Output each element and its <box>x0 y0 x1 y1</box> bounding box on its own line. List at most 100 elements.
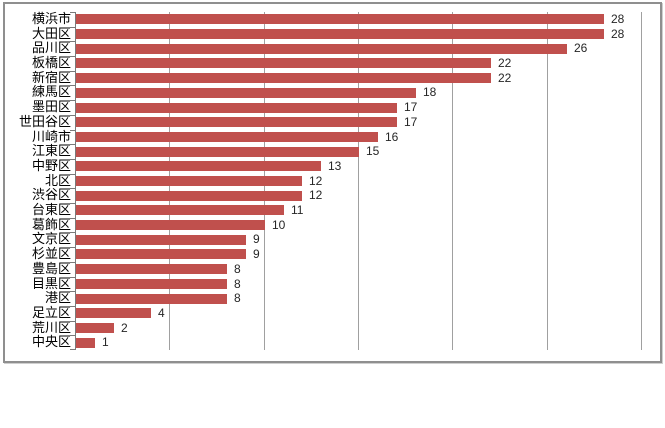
category-axis-tick <box>70 335 75 336</box>
category-label: 葛飾区 <box>31 216 71 232</box>
category-label: 世田谷区 <box>18 113 71 129</box>
category-axis-tick <box>70 218 75 219</box>
category-label: 中央区 <box>31 334 71 350</box>
major-gridline <box>358 12 359 350</box>
category-axis-tick <box>70 56 75 57</box>
bar-value-label: 2 <box>121 320 128 335</box>
category-axis-tick <box>70 291 75 292</box>
bar-value-label: 1 <box>102 335 109 350</box>
plot-area: 28 28 26 22 22 18 17 17 16 15 13 12 12 11 10 9 9 8 8 8 4 2 1 <box>70 12 642 350</box>
category-label: 文京区 <box>31 231 71 247</box>
category-axis-tick <box>70 306 75 307</box>
bar <box>76 337 95 348</box>
category-axis-tick <box>70 130 75 131</box>
bar <box>76 205 284 216</box>
bar-value-label: 26 <box>574 41 588 56</box>
category-label: 荒川区 <box>31 319 71 335</box>
bar-value-label: 11 <box>291 203 304 218</box>
category-label: 品川区 <box>31 40 71 56</box>
bar <box>76 308 151 319</box>
bar <box>76 176 302 186</box>
bar-value-label: 28 <box>611 26 625 41</box>
bar <box>76 14 604 25</box>
category-axis-tick <box>70 262 75 263</box>
bar <box>76 161 321 172</box>
bar-value-label: 12 <box>309 188 323 203</box>
bar-value-label: 15 <box>366 144 380 159</box>
category-label: 横浜市 <box>31 11 71 26</box>
bar-value-label: 22 <box>498 56 512 71</box>
category-label: 港区 <box>44 290 71 306</box>
bar <box>76 43 567 54</box>
bar <box>76 131 378 142</box>
bar-value-label: 9 <box>253 247 260 262</box>
bar-value-label: 4 <box>158 305 165 320</box>
bar-value-label: 8 <box>234 291 241 306</box>
bar-value-label: 17 <box>404 114 418 129</box>
category-label: 大田区 <box>31 25 71 41</box>
bar <box>76 58 491 69</box>
bar-value-label: 28 <box>611 12 625 26</box>
category-label: 江東区 <box>31 143 71 159</box>
category-label: 新宿区 <box>31 69 71 85</box>
category-axis-tick <box>70 85 75 86</box>
bar <box>76 146 359 157</box>
bar <box>76 73 491 84</box>
bar <box>76 249 246 260</box>
category-label: 渋谷区 <box>31 187 71 203</box>
category-axis-tick <box>70 277 75 278</box>
category-axis-tick <box>70 174 75 175</box>
bar <box>76 220 265 231</box>
category-axis-tick <box>70 12 75 13</box>
category-label: 川崎市 <box>31 128 71 144</box>
category-axis-tick <box>70 349 75 350</box>
major-gridline <box>641 12 642 350</box>
category-axis-tick <box>70 188 75 189</box>
category-axis-tick <box>70 100 75 101</box>
bar <box>76 190 302 201</box>
bar-value-label: 22 <box>498 70 512 85</box>
category-label: 墨田区 <box>31 99 71 115</box>
major-gridline <box>547 12 548 350</box>
bar <box>76 102 397 113</box>
category-label: 台東区 <box>31 202 71 218</box>
category-axis-tick <box>70 27 75 28</box>
bar <box>76 264 227 275</box>
bar <box>76 117 397 128</box>
major-gridline <box>452 12 453 350</box>
bar-value-label: 8 <box>234 261 241 276</box>
category-label: 中野区 <box>31 157 71 173</box>
bar-value-label: 17 <box>404 100 418 115</box>
category-label: 目黒区 <box>31 275 71 291</box>
bar <box>76 293 227 304</box>
chart-frame: 横浜市 大田区 品川区 板橋区 新宿区 練馬区 墨田区 世田谷区 川崎市 江東区 中野区 北区 渋谷区台… <box>3 2 662 363</box>
bar <box>76 29 604 40</box>
category-axis-tick <box>70 247 75 248</box>
category-axis-labels: 横浜市 大田区 品川区 板橋区 新宿区 練馬区 墨田区 世田谷区 川崎市 江東区 中野区 北区 渋谷区台… <box>5 11 71 350</box>
category-axis-tick <box>70 159 75 160</box>
bar <box>76 278 227 289</box>
category-label: 練馬区 <box>31 84 71 100</box>
category-axis-tick <box>70 203 75 204</box>
bar <box>76 234 246 245</box>
category-axis-tick <box>70 321 75 322</box>
category-axis-tick <box>70 71 75 72</box>
bar-value-label: 10 <box>272 217 286 232</box>
category-axis-tick <box>70 232 75 233</box>
category-label: 豊島区 <box>31 260 71 276</box>
category-axis-line <box>75 12 76 350</box>
bar-value-label: 12 <box>309 173 323 188</box>
bar-value-label: 18 <box>423 85 437 100</box>
category-axis-tick <box>70 144 75 145</box>
category-axis-tick <box>70 115 75 116</box>
bar-value-label: 13 <box>328 158 342 173</box>
category-axis-tick <box>70 41 75 42</box>
bar <box>76 322 114 333</box>
bar-value-label: 16 <box>385 129 399 144</box>
category-label: 足立区 <box>31 304 71 320</box>
bar-value-label: 9 <box>253 232 260 247</box>
bar-value-label: 8 <box>234 276 241 291</box>
category-label: 杉並区 <box>31 246 71 262</box>
category-label: 板橋区 <box>31 55 71 71</box>
